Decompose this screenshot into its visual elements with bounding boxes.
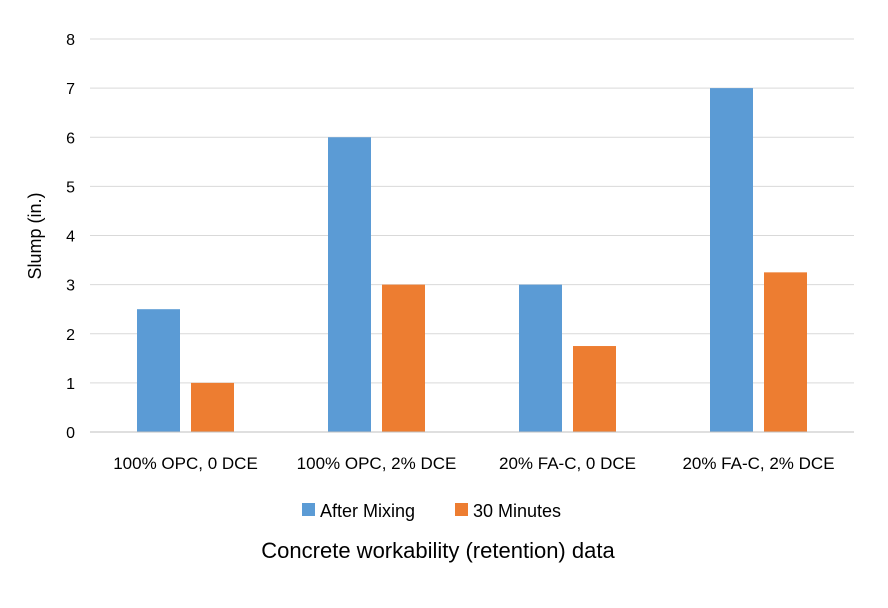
legend-label: After Mixing bbox=[320, 501, 415, 521]
x-axis-tick-labels: 100% OPC, 0 DCE 100% OPC, 2% DCE 20% FA-C,… bbox=[113, 454, 834, 473]
bar-after-mixing-0 bbox=[137, 309, 180, 432]
y-tick-label: 2 bbox=[66, 327, 75, 344]
bars bbox=[137, 88, 807, 432]
y-tick-label: 0 bbox=[66, 425, 75, 442]
x-tick-label: 20% FA-C, 2% DCE bbox=[682, 454, 834, 473]
legend: After Mixing 30 Minutes bbox=[302, 501, 561, 521]
bar-after-mixing-3 bbox=[710, 88, 753, 432]
y-tick-label: 6 bbox=[66, 130, 75, 147]
legend-swatch bbox=[302, 503, 315, 516]
bar-30-minutes-3 bbox=[764, 272, 807, 432]
y-tick-label: 8 bbox=[66, 32, 75, 49]
y-tick-label: 4 bbox=[66, 229, 75, 246]
legend-label: 30 Minutes bbox=[473, 501, 561, 521]
x-tick-label: 100% OPC, 0 DCE bbox=[113, 454, 258, 473]
x-tick-label: 100% OPC, 2% DCE bbox=[297, 454, 457, 473]
x-tick-label: 20% FA-C, 0 DCE bbox=[499, 454, 636, 473]
bar-30-minutes-0 bbox=[191, 382, 234, 432]
bar-30-minutes-1 bbox=[382, 284, 425, 432]
y-axis-title: Slump (in.) bbox=[25, 192, 45, 279]
y-axis-ticks: 0 1 2 3 4 5 6 7 8 bbox=[66, 32, 75, 442]
chart-title: Concrete workability (retention) data bbox=[261, 538, 615, 563]
bar-30-minutes-2 bbox=[573, 346, 616, 432]
y-tick-label: 5 bbox=[66, 179, 75, 196]
gridlines bbox=[90, 38, 854, 384]
bar-after-mixing-1 bbox=[328, 137, 371, 432]
bar-after-mixing-2 bbox=[519, 284, 562, 432]
y-tick-label: 7 bbox=[66, 81, 75, 98]
y-tick-label: 3 bbox=[66, 278, 75, 295]
legend-swatch bbox=[455, 503, 468, 516]
y-tick-label: 1 bbox=[66, 376, 75, 393]
